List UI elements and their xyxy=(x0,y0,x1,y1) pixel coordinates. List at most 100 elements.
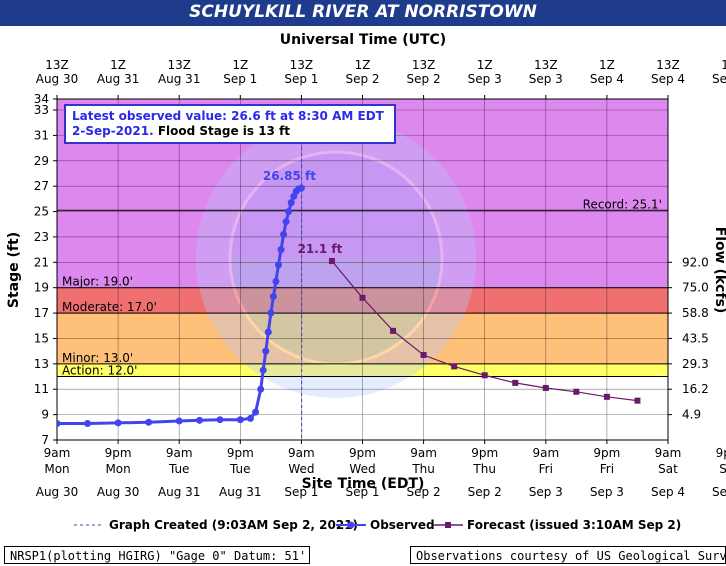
legend-observed-label: Observed xyxy=(370,518,435,532)
latest-value-date: 2-Sep-2021. xyxy=(72,124,154,138)
observed-point xyxy=(114,419,122,427)
edt-tick-day: Sat xyxy=(719,462,726,476)
y-tick-label: 34 xyxy=(34,92,49,106)
utc-tick-label: 13Z xyxy=(167,58,191,72)
top-axis-title: Universal Time (UTC) xyxy=(280,32,446,48)
flow-tick-label: 75.0 xyxy=(682,281,709,295)
flood-stage-line: 2-Sep-2021. Flood Stage is 13 ft xyxy=(72,124,388,139)
edt-tick-date: Sep 2 xyxy=(407,485,441,499)
edt-tick-date: Sep 4 xyxy=(712,485,726,499)
credits-footer: Observations courtesy of US Geological S… xyxy=(410,546,726,564)
edt-tick-day: Mon xyxy=(105,462,130,476)
forecast-point xyxy=(328,258,335,265)
edt-tick-time: 9am xyxy=(166,446,193,460)
edt-tick-date: Sep 3 xyxy=(529,485,563,499)
forecast-point xyxy=(603,393,610,400)
datum-footer: NRSP1(plotting HGIRG) "Gage 0" Datum: 51… xyxy=(4,546,310,564)
observed-point xyxy=(272,277,280,285)
y-tick-label: 19 xyxy=(34,281,49,295)
edt-tick-time: 9pm xyxy=(105,446,132,460)
edt-tick-day: Thu xyxy=(472,462,496,476)
legend-forecast-label: Forecast (issued 3:10AM Sep 2) xyxy=(467,518,681,532)
utc-tick-label: 13Z xyxy=(656,58,680,72)
edt-tick-date: Aug 31 xyxy=(219,485,262,499)
forecast-point xyxy=(481,372,488,379)
forecast-peak-label: 21.1 ft xyxy=(298,242,343,256)
observed-point xyxy=(287,199,295,207)
edt-tick-time: 9am xyxy=(532,446,559,460)
forecast-point xyxy=(390,327,397,334)
utc-tick-date: Aug 31 xyxy=(97,72,140,86)
utc-tick-date: Sep 2 xyxy=(345,72,379,86)
utc-tick-label: 1Z xyxy=(599,58,615,72)
observed-point xyxy=(267,309,275,317)
threshold-label-minor: Minor: 13.0' xyxy=(62,351,133,365)
observed-point xyxy=(216,416,224,424)
observed-point xyxy=(57,420,61,427)
y-tick-label: 11 xyxy=(34,382,49,396)
forecast-point xyxy=(542,384,549,391)
forecast-point xyxy=(512,379,519,386)
edt-tick-day: Fri xyxy=(600,462,614,476)
y-axis-title: Stage (ft) xyxy=(6,232,22,308)
y-tick-label: 23 xyxy=(34,230,49,244)
edt-tick-time: 9am xyxy=(44,446,71,460)
observed-point xyxy=(257,385,265,393)
edt-tick-time: 9pm xyxy=(349,446,376,460)
threshold-label-action: Action: 12.0' xyxy=(62,364,137,378)
threshold-label-major: Major: 19.0' xyxy=(62,275,133,289)
title-bar xyxy=(0,0,726,26)
flow-tick-label: 58.8 xyxy=(682,306,709,320)
utc-tick-label: 13Z xyxy=(290,58,314,72)
observed-point xyxy=(252,408,260,416)
edt-tick-date: Aug 30 xyxy=(97,485,140,499)
utc-tick-date: Sep 4 xyxy=(651,72,685,86)
y-tick-label: 7 xyxy=(41,433,49,447)
observed-point xyxy=(84,420,92,427)
utc-tick-label: 1Z xyxy=(355,58,371,72)
edt-tick-day: Wed xyxy=(288,462,314,476)
edt-tick-day: Fri xyxy=(539,462,553,476)
threshold-label-record: Record: 25.1' xyxy=(583,197,662,211)
observed-point xyxy=(282,218,290,226)
flow-axis-title: Flow (kcfs) xyxy=(712,227,726,314)
edt-tick-day: Mon xyxy=(44,462,69,476)
observed-point xyxy=(280,230,288,238)
edt-tick-date: Sep 4 xyxy=(651,485,685,499)
observed-point xyxy=(277,246,285,254)
utc-tick-label: 13Z xyxy=(534,58,558,72)
utc-tick-label: 1Z xyxy=(721,58,726,72)
legend-observed-marker xyxy=(347,521,355,529)
latest-value-line: Latest observed value: 26.6 ft at 8:30 A… xyxy=(72,109,384,123)
edt-tick-time: 9pm xyxy=(471,446,498,460)
observed-peak-label: 26.85 ft xyxy=(263,169,316,183)
utc-tick-label: 13Z xyxy=(45,58,69,72)
forecast-point xyxy=(573,388,580,395)
y-tick-label: 17 xyxy=(34,306,49,320)
utc-tick-label: 1Z xyxy=(477,58,493,72)
flow-tick-label: 43.5 xyxy=(682,331,709,345)
edt-tick-date: Sep 1 xyxy=(345,485,379,499)
observed-point xyxy=(297,184,305,192)
flow-tick-label: 16.2 xyxy=(682,382,709,396)
chart-title: SCHUYLKILL RIVER AT NORRISTOWN xyxy=(189,2,537,22)
edt-tick-time: 9am xyxy=(288,446,315,460)
forecast-point xyxy=(420,351,427,358)
utc-tick-date: Aug 30 xyxy=(36,72,79,86)
utc-tick-label: 13Z xyxy=(412,58,436,72)
threshold-label-moderate: Moderate: 17.0' xyxy=(62,300,157,314)
observed-point xyxy=(274,261,282,269)
edt-tick-time: 9am xyxy=(410,446,437,460)
forecast-point xyxy=(634,397,641,404)
y-tick-label: 27 xyxy=(34,179,49,193)
utc-tick-date: Sep 2 xyxy=(407,72,441,86)
edt-tick-day: Sat xyxy=(658,462,678,476)
legend-created-label: Graph Created (9:03AM Sep 2, 2021) xyxy=(109,518,358,532)
y-tick-label: 21 xyxy=(34,255,49,269)
edt-tick-date: Aug 30 xyxy=(36,485,79,499)
edt-tick-day: Tue xyxy=(168,462,190,476)
edt-tick-date: Sep 3 xyxy=(590,485,624,499)
observed-point xyxy=(196,416,204,424)
